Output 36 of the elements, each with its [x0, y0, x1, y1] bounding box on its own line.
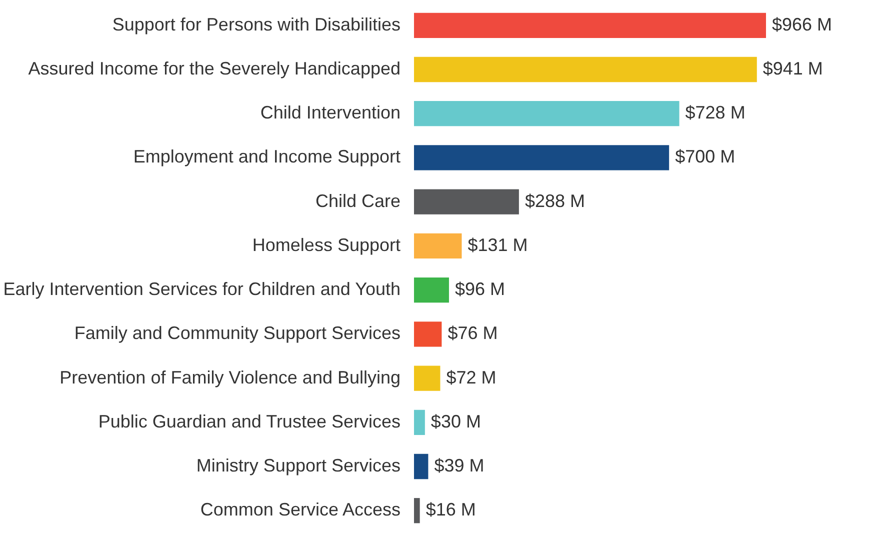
bar — [414, 322, 442, 347]
y-tick-label: Child Care — [315, 190, 400, 211]
data-label: $16 M — [426, 500, 476, 520]
y-tick-label: Homeless Support — [252, 234, 400, 255]
data-label: $30 M — [430, 411, 481, 432]
y-tick-label: Common Service Access — [200, 500, 400, 520]
y-tick-label: Early Intervention Services for Children and Youth — [3, 279, 400, 300]
bar — [414, 145, 670, 170]
data-label: $72 M — [446, 367, 496, 388]
data-label: $96 M — [454, 279, 506, 300]
y-tick-label: Prevention of Family Violence and Bullying — [60, 367, 400, 388]
bar — [414, 56, 757, 82]
y-tick-label: Family and Community Support Services — [74, 323, 400, 344]
bar — [414, 101, 680, 126]
bar — [414, 366, 440, 391]
bar — [414, 189, 519, 214]
data-label: $941 M — [762, 58, 823, 79]
bar — [414, 12, 766, 38]
y-tick-label: Assured Income for the Severely Handicapped — [28, 58, 400, 79]
bar — [414, 410, 425, 435]
y-tick-label: Child Intervention — [260, 102, 400, 123]
bar — [414, 277, 449, 303]
bar — [414, 233, 462, 259]
bar — [414, 498, 420, 524]
y-tick-label: Public Guardian and Trustee Services — [98, 411, 400, 432]
data-label: $700 M — [675, 146, 736, 167]
data-label: $39 M — [434, 455, 484, 476]
y-tick-label: Support for Persons with Disabilities — [112, 14, 400, 34]
data-label: $131 M — [468, 234, 528, 255]
y-tick-label: Employment and Income Support — [133, 146, 400, 167]
data-label: $966 M — [772, 14, 832, 34]
data-label: $288 M — [524, 190, 585, 211]
bar — [414, 454, 428, 480]
data-label: $728 M — [685, 102, 746, 123]
data-label: $76 M — [448, 323, 498, 344]
y-tick-label: Ministry Support Services — [196, 455, 400, 476]
